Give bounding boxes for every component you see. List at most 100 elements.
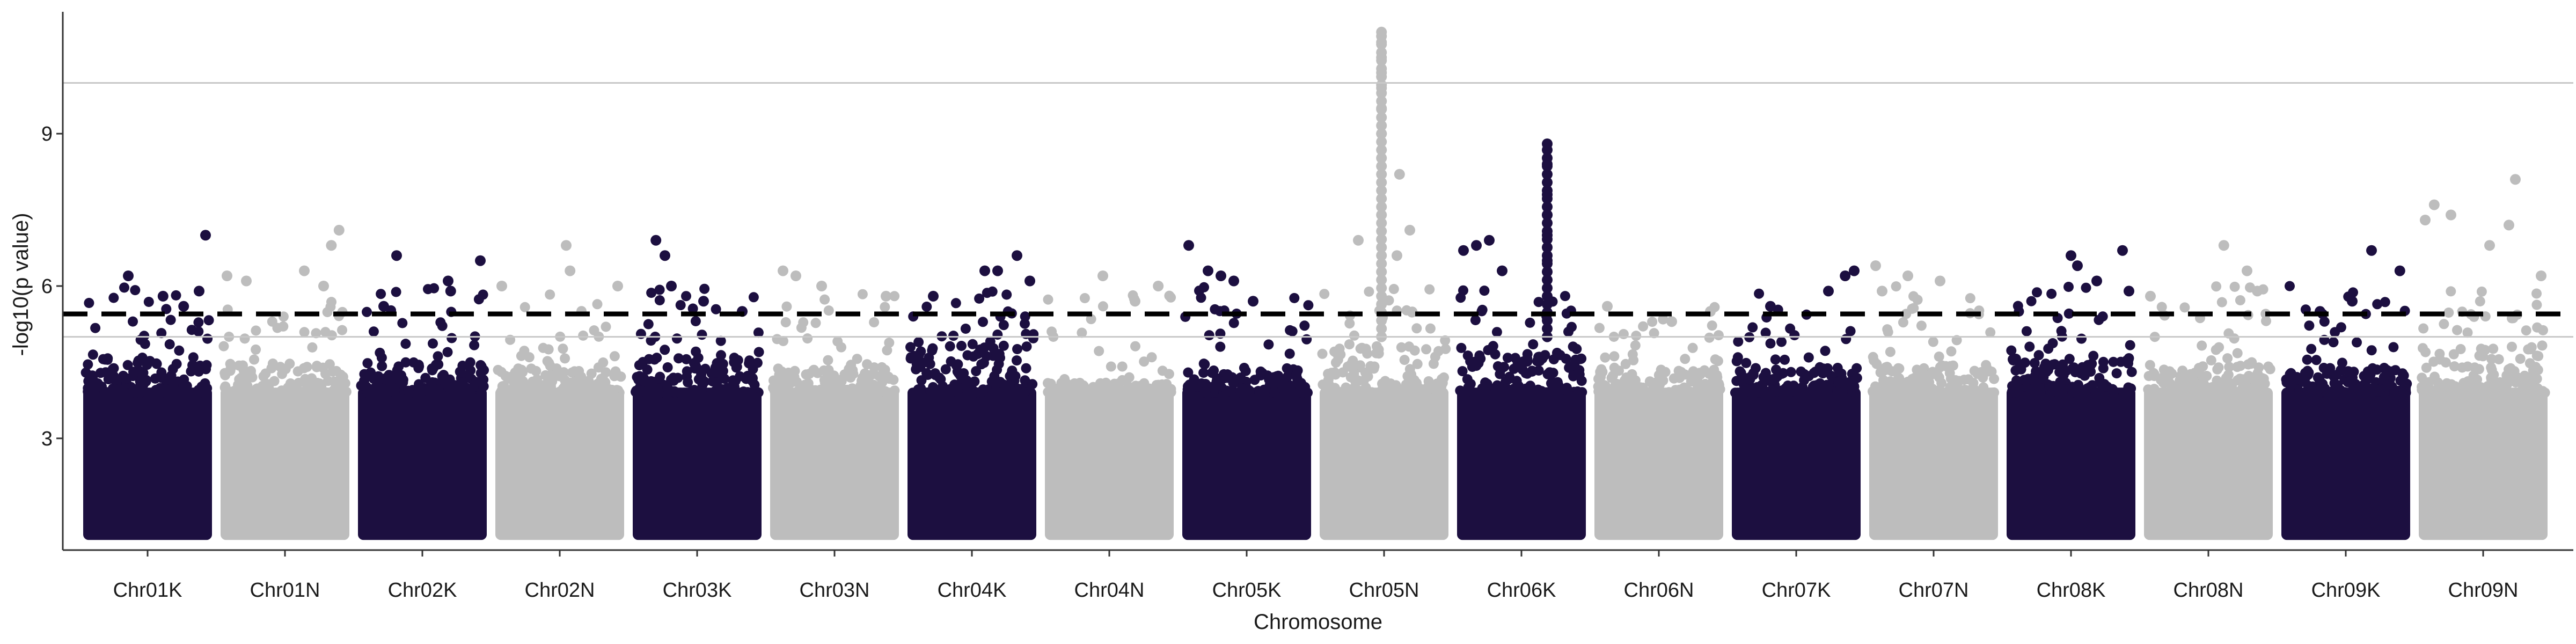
snp-point [1878, 377, 1889, 388]
snp-point [1878, 387, 1889, 398]
snp-point [456, 367, 466, 378]
snp-point [2495, 377, 2505, 387]
snp-point [1542, 189, 1553, 200]
snp-point [770, 387, 780, 398]
snp-point [1462, 350, 1473, 361]
snp-point [2368, 382, 2379, 393]
snp-point [2232, 362, 2243, 372]
snp-point [911, 358, 922, 369]
dense-snp-band [83, 387, 212, 540]
snp-point [697, 386, 707, 397]
snp-point [1456, 342, 1467, 353]
snp-point [1376, 185, 1387, 196]
chromosome-Chr07N [1868, 260, 2000, 540]
snp-point [1660, 367, 1671, 377]
snp-point [1117, 361, 1128, 372]
snp-point [2507, 341, 2517, 352]
snp-point [1124, 372, 1135, 383]
snp-point [2021, 326, 2032, 336]
snp-point [1209, 365, 1219, 376]
snp-point [2007, 386, 2017, 397]
snp-point [465, 357, 475, 368]
snp-point [913, 349, 924, 360]
snp-point [1344, 318, 1355, 329]
snp-point [1287, 326, 1298, 336]
snp-point [299, 327, 310, 338]
snp-point [442, 347, 453, 357]
snp-point [1330, 369, 1341, 380]
snp-point [632, 372, 642, 382]
snp-point [1301, 334, 1312, 345]
snp-point [689, 387, 699, 398]
snp-point [1399, 355, 1410, 365]
snp-point [843, 386, 853, 397]
snp-point [2452, 325, 2462, 335]
snp-point [1376, 160, 1387, 172]
snp-point [186, 325, 197, 335]
snp-point [1638, 321, 1649, 332]
snp-point [251, 344, 261, 355]
snp-point [2511, 377, 2521, 387]
snp-point [475, 255, 486, 266]
snp-point [1198, 368, 1209, 378]
snp-point [971, 366, 982, 377]
chromosome-Chr04N [1043, 270, 1176, 540]
snp-point [2423, 387, 2433, 398]
snp-point [961, 378, 972, 389]
snp-point [2149, 371, 2160, 382]
snp-point [1754, 387, 1765, 398]
snp-point [1557, 384, 1568, 395]
snp-point [445, 286, 456, 297]
snp-point [1870, 260, 1881, 272]
snp-point [1796, 366, 1806, 377]
snp-point [1529, 387, 1540, 398]
snp-point [2536, 270, 2546, 281]
snp-point [1376, 103, 1387, 114]
snp-point [311, 328, 321, 339]
snp-point [1978, 382, 1989, 393]
snp-point [2039, 362, 2050, 373]
snp-point [1376, 258, 1387, 269]
snp-point [2537, 340, 2548, 351]
snp-point [1376, 67, 1387, 78]
snp-point [441, 378, 451, 389]
snp-point [1455, 292, 1466, 303]
snp-point [1648, 379, 1658, 390]
snp-point [576, 371, 587, 382]
snp-point [2198, 361, 2208, 372]
snp-point [1299, 320, 1310, 331]
snp-point [691, 346, 701, 357]
snp-point [2252, 286, 2263, 297]
snp-point [635, 386, 646, 397]
snp-point [280, 364, 291, 375]
snp-point [1528, 339, 1539, 350]
snp-point [2033, 350, 2044, 361]
snp-point [2285, 281, 2295, 291]
snp-point [1404, 375, 1414, 385]
snp-point [1511, 385, 1521, 396]
snp-point [2327, 387, 2337, 398]
snp-point [1985, 327, 1996, 338]
snp-point [1376, 290, 1387, 302]
snp-point [202, 333, 213, 344]
snp-point [249, 354, 259, 365]
snp-point [2107, 384, 2118, 394]
snp-point [1020, 311, 1030, 322]
x-tick-label: Chr04K [938, 579, 1007, 602]
snp-point [825, 387, 836, 398]
dense-snp-band [1182, 387, 1311, 540]
snp-point [781, 301, 792, 312]
snp-point [2520, 383, 2531, 393]
snp-point [1262, 387, 1272, 397]
snp-point [1097, 301, 1108, 312]
snp-point [974, 293, 985, 304]
snp-point [1421, 344, 1431, 355]
snp-point [2006, 345, 2017, 356]
snp-point [1481, 385, 1491, 396]
snp-point [2462, 327, 2473, 338]
snp-point [1713, 356, 1723, 367]
snp-point [1542, 138, 1553, 149]
snp-point [2476, 343, 2486, 354]
snp-point [377, 361, 387, 371]
